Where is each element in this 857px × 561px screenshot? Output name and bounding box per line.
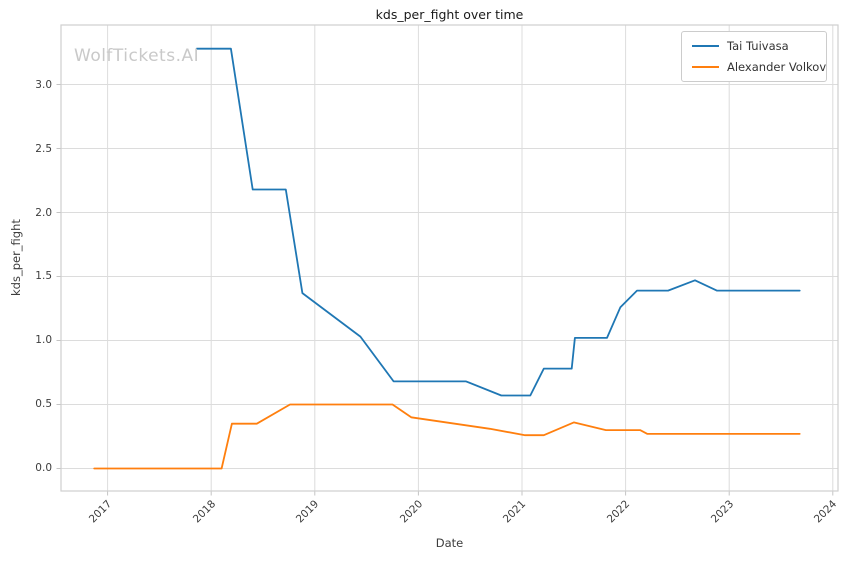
legend-label: Tai Tuivasa <box>727 39 789 53</box>
plot-border <box>60 24 839 492</box>
y-tick-label: 1.5 <box>35 270 52 283</box>
y-axis-label: kds_per_fight <box>9 219 23 297</box>
y-tick-label: 2.0 <box>35 206 52 219</box>
x-axis-label: Date <box>435 536 464 550</box>
series-line-1 <box>93 403 801 470</box>
y-tick-label: 2.5 <box>35 142 52 155</box>
legend: Tai Tuivasa Alexander Volkov <box>681 31 827 82</box>
series-line-0 <box>195 47 801 397</box>
watermark: WolfTickets.AI <box>74 46 200 66</box>
chart-title: kds_per_fight over time <box>375 7 524 22</box>
y-tick-label: 3.0 <box>35 78 52 91</box>
y-tick-label: 0.5 <box>35 398 52 411</box>
legend-line-sample-blue <box>692 45 719 47</box>
legend-line-sample-orange <box>692 66 719 68</box>
legend-item-alexander-volkov: Alexander Volkov <box>692 60 826 74</box>
legend-label: Alexander Volkov <box>727 60 827 74</box>
legend-item-tai-tuivasa: Tai Tuivasa <box>692 39 816 53</box>
y-tick-label: 0.0 <box>35 462 52 475</box>
y-tick-label: 1.0 <box>35 334 52 347</box>
